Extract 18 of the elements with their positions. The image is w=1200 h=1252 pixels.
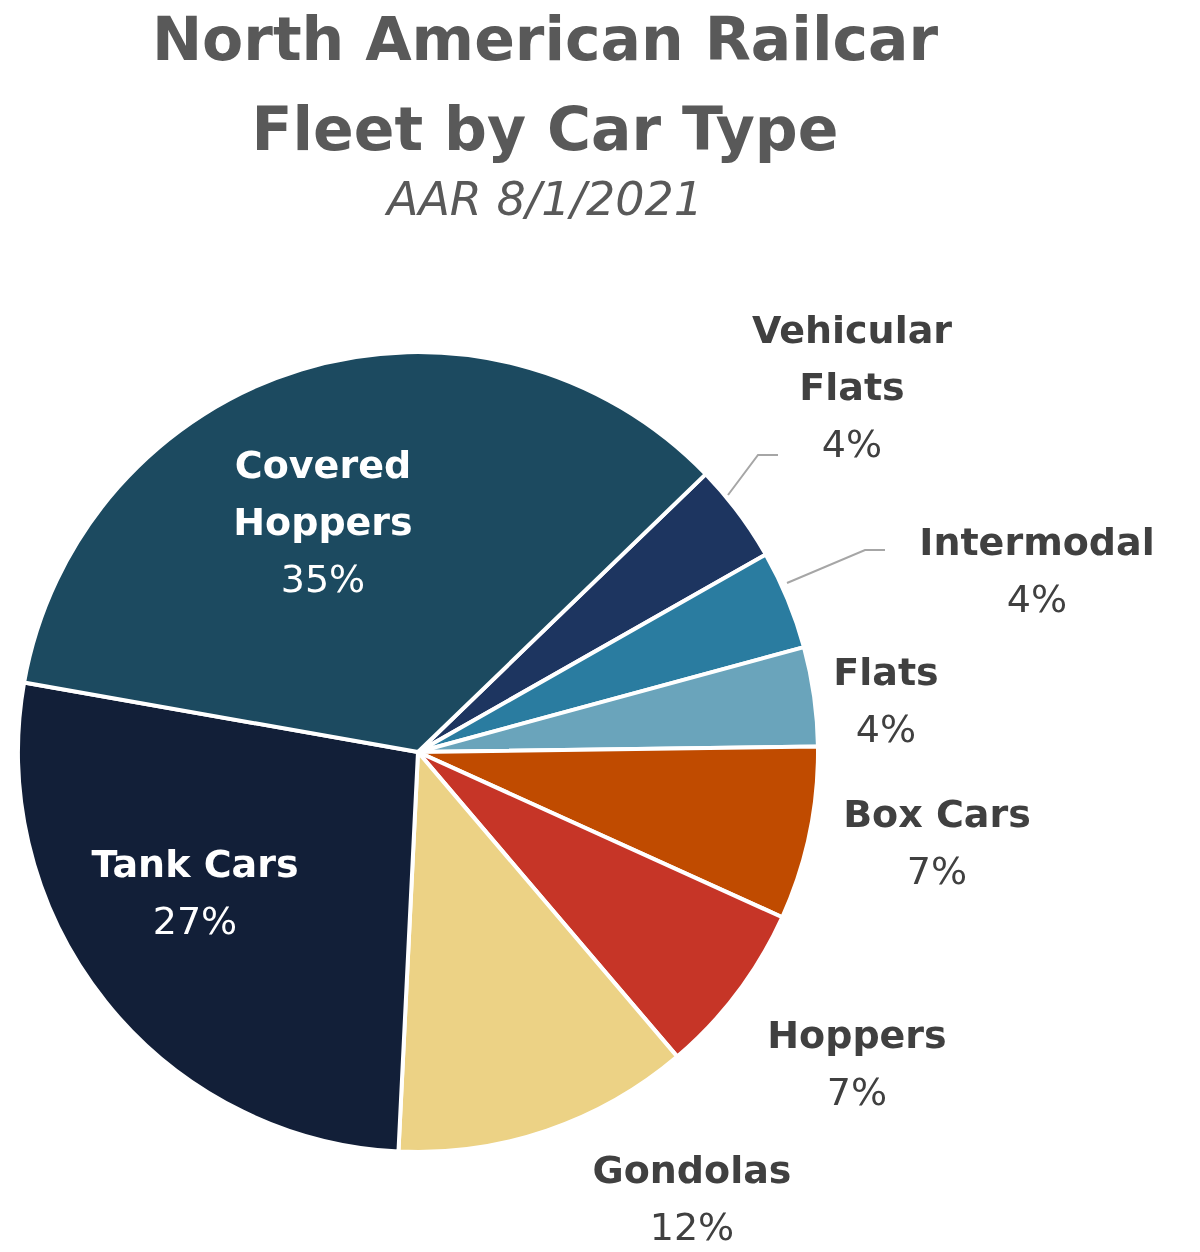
data-label: 27% (152, 899, 238, 943)
data-label: 4% (855, 707, 917, 751)
slice-label: Covered Hoppers (233, 443, 413, 544)
slice-label: Intermodal (919, 520, 1155, 564)
slice-label: Box Cars (843, 792, 1031, 836)
slice-label: Flats (833, 650, 939, 694)
data-label: 4% (821, 422, 883, 466)
slice-label: Tank Cars (91, 842, 299, 886)
slice-label: Gondolas (592, 1148, 792, 1192)
data-label: 7% (906, 849, 968, 893)
data-label: 4% (1006, 577, 1068, 621)
slice-label: Hoppers (767, 1013, 947, 1057)
data-label: 12% (649, 1205, 735, 1249)
data-label: 35% (280, 557, 366, 601)
chart-title: North American Railcar Fleet by Car Type (151, 4, 939, 164)
chart-subtitle: AAR 8/1/2021 (383, 172, 704, 226)
slice-label: Vehicular Flats (751, 308, 953, 409)
data-label: 7% (826, 1070, 888, 1114)
